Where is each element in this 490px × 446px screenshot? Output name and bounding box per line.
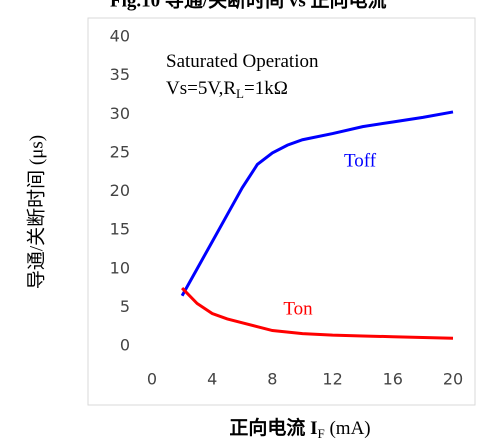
- x-tick-label: 0: [147, 370, 157, 389]
- y-tick-label: 35: [110, 65, 130, 84]
- subscript: F: [318, 426, 325, 441]
- annotation: Saturated Operation: [166, 51, 319, 72]
- x-tick-label: 12: [322, 370, 342, 389]
- y-tick-label: 25: [110, 142, 130, 161]
- y-tick-label: 40: [110, 27, 130, 46]
- annotation-part: Saturated Operation: [166, 51, 319, 72]
- y-tick-label: 20: [110, 181, 130, 200]
- y-tick-label: 0: [120, 336, 130, 355]
- line: [181, 287, 454, 340]
- x-tick-label: 20: [443, 370, 463, 389]
- x-label-part: (mA): [325, 418, 371, 439]
- annotation-part: Vs=5V,R: [166, 78, 236, 99]
- y-tick-label: 5: [120, 297, 130, 316]
- x-tick-label: 4: [207, 370, 217, 389]
- x-axis-label: 正向电流 IF (mA): [229, 416, 370, 441]
- subscript: L: [236, 86, 244, 101]
- annotation: Vs=5V,RL=1kΩ: [166, 78, 288, 101]
- x-label-part: 正向电流 I: [229, 416, 317, 439]
- plot-frame: [87, 17, 476, 406]
- y-tick-label: 30: [110, 104, 130, 123]
- legend-label: Toff: [344, 150, 377, 171]
- x-tick-label: 16: [383, 370, 403, 389]
- line: [180, 110, 454, 297]
- annotation-part: =1kΩ: [244, 78, 288, 99]
- legend-label: Ton: [283, 298, 313, 319]
- y-axis-label: 导通/关断时间 (μs): [25, 135, 47, 289]
- x-tick-label: 8: [267, 370, 277, 389]
- y-tick-label: 10: [110, 258, 130, 277]
- y-tick-label: 15: [110, 220, 130, 239]
- chart-title: Fig.10 导通/关断时间 vs 正向电流: [110, 0, 387, 11]
